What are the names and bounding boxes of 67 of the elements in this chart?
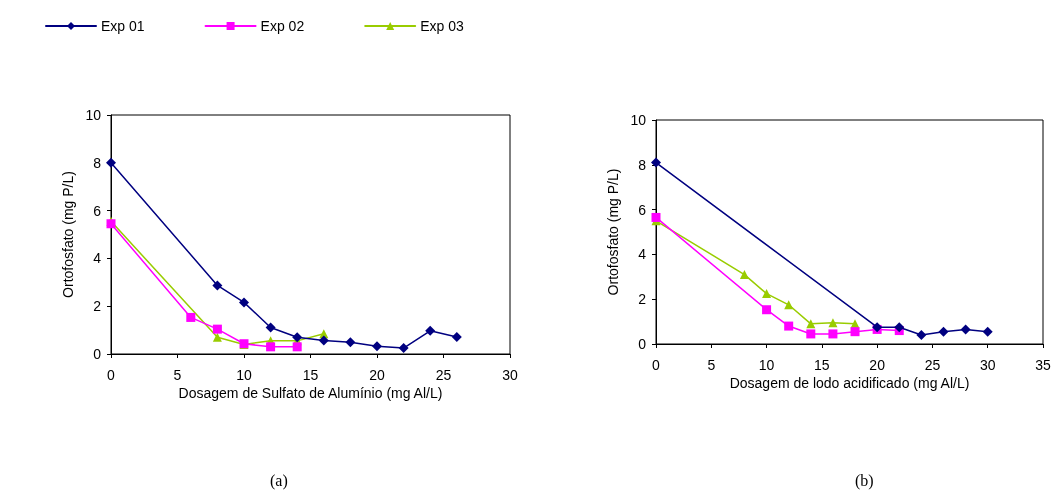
- y-tick-label: 10: [85, 107, 102, 123]
- point: [850, 327, 860, 337]
- x-axis-title: Dosagem de lodo acidificado (mg Al/L): [729, 375, 970, 391]
- point: [372, 341, 382, 352]
- x-tick-label: 5: [707, 357, 716, 373]
- point: [398, 343, 409, 354]
- point: [425, 325, 436, 336]
- point: [266, 342, 276, 352]
- x-tick-label: 5: [173, 367, 182, 383]
- x-tick-label: 30: [979, 357, 996, 373]
- legend-label: Exp 01: [101, 18, 145, 34]
- x-tick-label: 25: [924, 357, 941, 373]
- point: [212, 332, 222, 342]
- point: [186, 312, 196, 322]
- y-tick-label: 4: [638, 246, 647, 263]
- y-tick-label: 4: [93, 250, 102, 267]
- x-tick-label: 15: [814, 357, 830, 373]
- text: (b): [855, 471, 874, 490]
- point: [265, 322, 276, 333]
- x-tick-label: 20: [869, 357, 886, 373]
- y-axis-title: Ortofosfato (mg P/L): [604, 168, 621, 296]
- y-tick-label: 0: [93, 346, 102, 362]
- y-tick-label: 8: [93, 154, 102, 171]
- point: [239, 297, 249, 308]
- point: [212, 280, 223, 291]
- point: [651, 157, 661, 168]
- point: [762, 305, 772, 315]
- x-tick-label: 25: [435, 367, 452, 383]
- legend-label: Exp 02: [260, 18, 305, 34]
- y-axis-title: Ortofosfato (mg P/L): [59, 171, 76, 298]
- point: [938, 326, 949, 337]
- point: [739, 270, 749, 280]
- point: [806, 329, 816, 339]
- y-tick-label: 10: [630, 112, 647, 128]
- y-tick-label: 8: [638, 156, 647, 173]
- point: [345, 337, 356, 348]
- point: [916, 330, 927, 341]
- point: [784, 321, 794, 331]
- x-tick-label: 30: [502, 367, 518, 383]
- y-tick-label: 6: [93, 202, 102, 219]
- text: (a): [270, 471, 288, 490]
- x-tick-label: 10: [758, 357, 775, 373]
- x-tick-label: 0: [107, 367, 116, 383]
- point: [960, 324, 971, 335]
- point: [894, 322, 905, 333]
- point: [982, 326, 993, 337]
- y-tick-label: 6: [638, 201, 647, 218]
- y-tick-label: 2: [93, 298, 102, 315]
- x-tick-label: 10: [236, 367, 252, 383]
- point: [828, 329, 838, 339]
- y-tick-label: 0: [638, 336, 647, 352]
- point: [828, 318, 838, 328]
- point: [762, 289, 772, 299]
- x-axis-title: Dosagem de Sulfato de Alumínio (mg Al/L): [178, 385, 443, 401]
- point: [318, 335, 329, 346]
- y-tick-label: 2: [638, 291, 647, 308]
- x-tick-label: 35: [1035, 357, 1051, 373]
- legend-label: Exp 03: [420, 18, 464, 34]
- point: [451, 332, 462, 343]
- x-tick-label: 20: [369, 367, 385, 383]
- x-tick-label: 15: [302, 367, 319, 383]
- x-tick-label: 0: [652, 357, 661, 373]
- point: [292, 342, 302, 352]
- point: [212, 324, 222, 334]
- point: [651, 212, 661, 222]
- point: [106, 157, 116, 168]
- point: [292, 332, 303, 343]
